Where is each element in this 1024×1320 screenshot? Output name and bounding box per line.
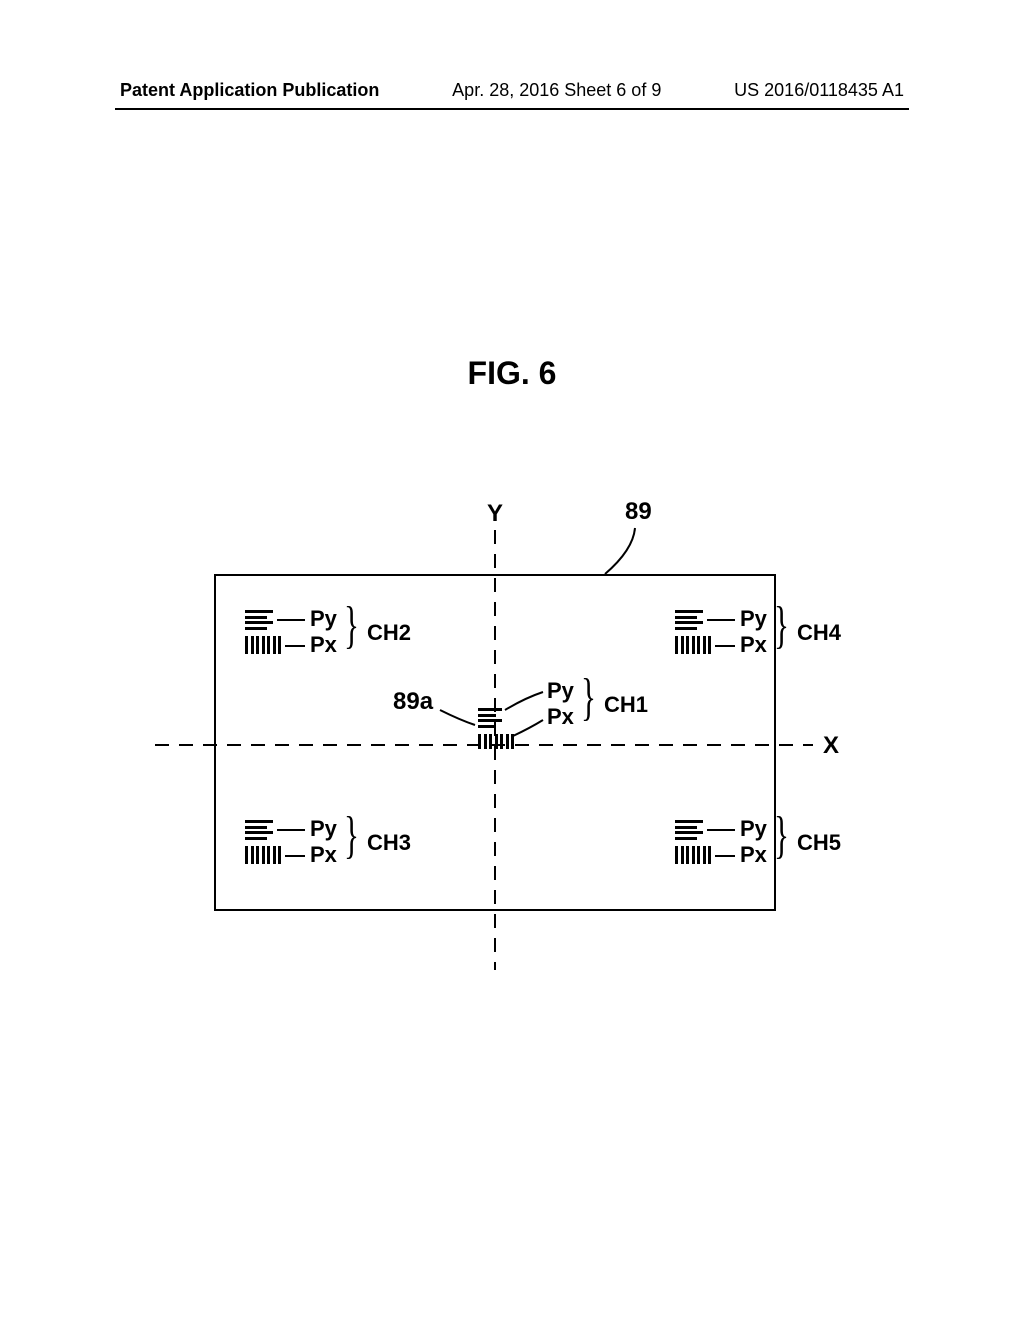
ch2-brace-icon: } — [344, 596, 359, 655]
ch4-px-leader — [715, 645, 735, 647]
ch5-px-leader — [715, 855, 735, 857]
page-header: Patent Application Publication Apr. 28, … — [0, 80, 1024, 101]
sensor-ch5-px-icon — [675, 846, 714, 864]
sensor-ch3-px-icon — [245, 846, 284, 864]
sensor-ch5 — [675, 820, 714, 864]
publication-label: Patent Application Publication — [120, 80, 379, 101]
ch2-px-leader — [285, 645, 305, 647]
ch5-py-label: Py — [740, 816, 767, 842]
ch2-px-label: Px — [310, 632, 337, 658]
ref-89a-leader — [440, 710, 475, 725]
ch1-px-label: Px — [547, 704, 574, 730]
ch1-label: CH1 — [604, 692, 648, 718]
y-axis-label: Y — [487, 500, 503, 528]
sensor-ch4 — [675, 610, 714, 654]
ch2-py-leader — [277, 619, 305, 621]
ch4-py-label: Py — [740, 606, 767, 632]
diagram-svg — [175, 510, 850, 1010]
sensor-ch2 — [245, 610, 284, 654]
ch5-py-leader — [707, 829, 735, 831]
ch3-px-label: Px — [310, 842, 337, 868]
sensor-ch4-px-icon — [675, 636, 714, 654]
date-sheet-label: Apr. 28, 2016 Sheet 6 of 9 — [452, 80, 661, 101]
ch5-px-label: Px — [740, 842, 767, 868]
ref-89a: 89a — [393, 688, 433, 716]
sensor-ch1 — [478, 708, 517, 749]
ch1-px-leader — [513, 720, 543, 736]
ch1-brace-icon: } — [581, 668, 596, 727]
ch2-label: CH2 — [367, 620, 411, 646]
ch3-brace-icon: } — [344, 806, 359, 865]
figure-title: FIG. 6 — [0, 355, 1024, 392]
sensor-ch3 — [245, 820, 284, 864]
ch2-py-label: Py — [310, 606, 337, 632]
ch3-px-leader — [285, 855, 305, 857]
ref-89: 89 — [625, 498, 652, 526]
patent-number-label: US 2016/0118435 A1 — [734, 80, 904, 101]
ch5-label: CH5 — [797, 830, 841, 856]
ch4-brace-icon: } — [774, 596, 789, 655]
x-axis-label: X — [823, 732, 839, 760]
header-rule — [115, 108, 909, 110]
sensor-ch1-py-icon — [478, 708, 517, 728]
figure-diagram: Y X 89 89a Py Px } CH2 — [175, 510, 850, 1010]
ch1-py-label: Py — [547, 678, 574, 704]
ch3-py-leader — [277, 829, 305, 831]
ch4-py-leader — [707, 619, 735, 621]
sensor-ch2-px-icon — [245, 636, 284, 654]
ch5-brace-icon: } — [774, 806, 789, 865]
ch4-px-label: Px — [740, 632, 767, 658]
ref-89-leader — [605, 528, 635, 574]
ch4-label: CH4 — [797, 620, 841, 646]
ch3-py-label: Py — [310, 816, 337, 842]
sensor-ch1-px-icon — [478, 734, 517, 749]
ch3-label: CH3 — [367, 830, 411, 856]
